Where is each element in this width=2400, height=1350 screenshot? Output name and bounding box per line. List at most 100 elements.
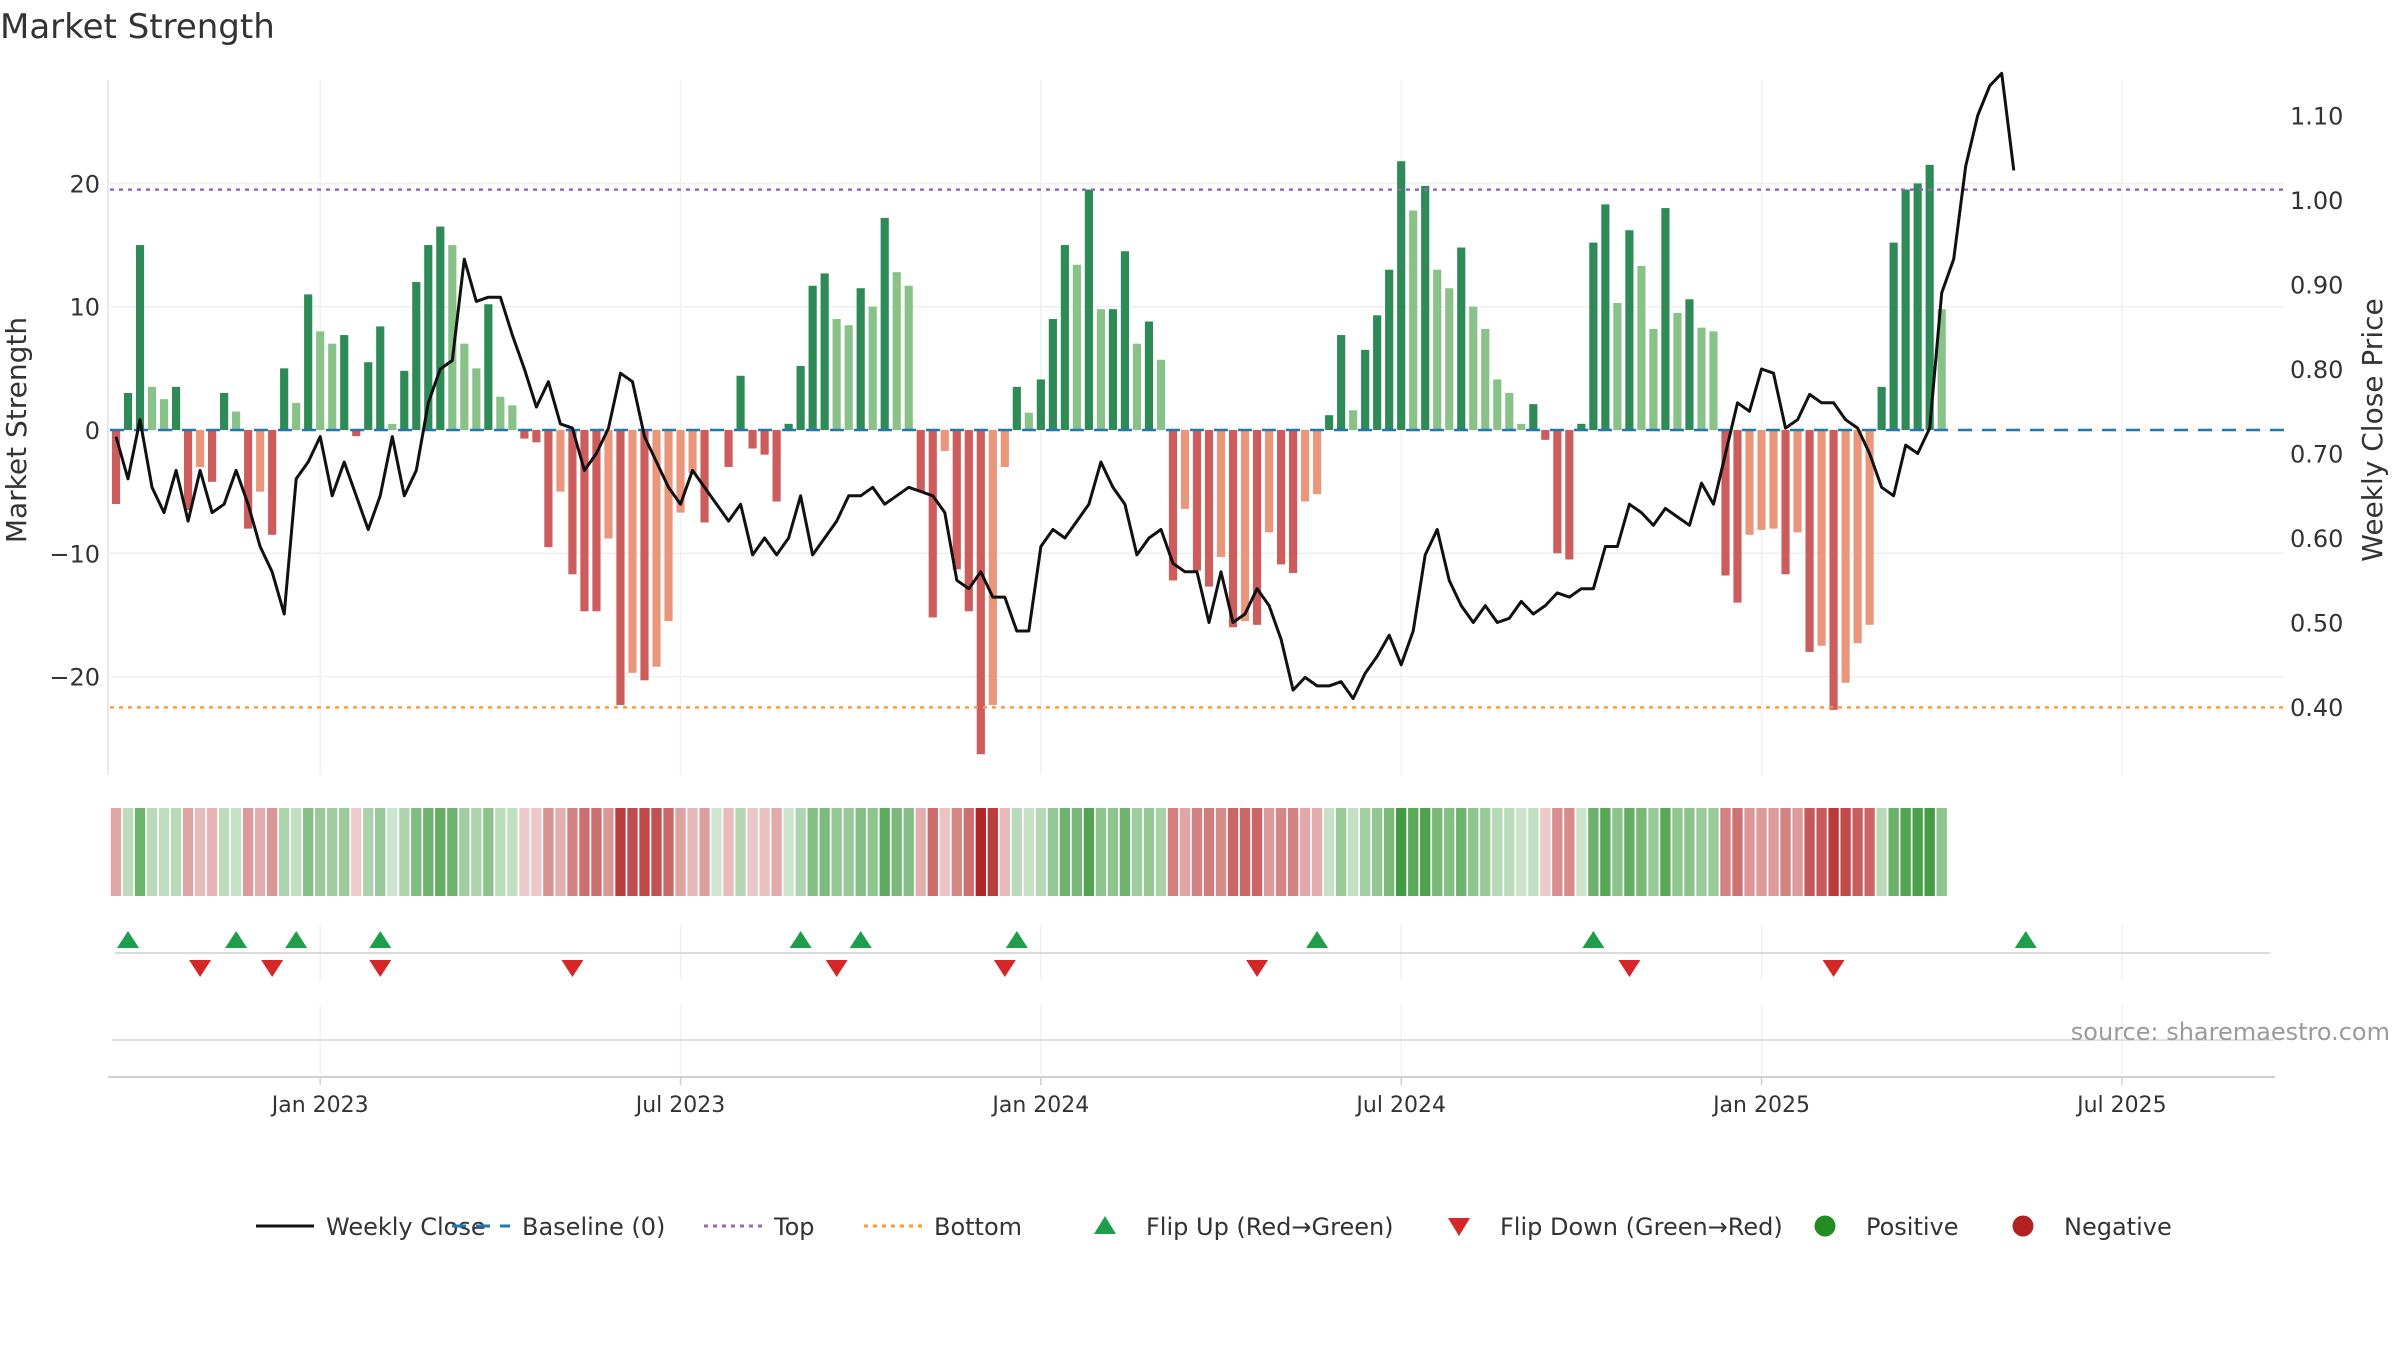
legend-swatch <box>1814 1215 1836 1237</box>
heat-cell <box>170 808 182 896</box>
strength-bar <box>1313 430 1322 495</box>
strength-bar <box>135 245 145 430</box>
heat-cell <box>1347 808 1359 896</box>
heat-cell <box>1311 808 1323 896</box>
flip-down-marker <box>189 960 212 977</box>
strength-bar <box>592 430 601 612</box>
strength-bar <box>244 430 253 529</box>
heat-cell <box>1287 808 1299 896</box>
grid-layer <box>110 80 2284 775</box>
heat-cell <box>435 808 446 896</box>
heat-cell <box>867 808 878 896</box>
strength-bar <box>1601 204 1610 430</box>
x-tick-label: Jan 2024 <box>990 1093 1089 1118</box>
heat-cell <box>747 808 758 896</box>
strength-bars <box>111 161 1946 755</box>
strength-bar <box>904 285 913 430</box>
strength-bar <box>1024 412 1033 430</box>
strength-bar <box>1685 299 1694 430</box>
heat-cell <box>1852 808 1863 896</box>
heat-cell <box>1432 808 1443 896</box>
heat-cell <box>1480 808 1491 896</box>
strength-bar <box>1613 303 1622 430</box>
heat-cell <box>1768 808 1779 896</box>
y-left-tick-label: 20 <box>69 170 100 198</box>
heat-cell <box>1179 808 1191 896</box>
strength-bar <box>556 430 565 492</box>
strength-bar <box>580 430 589 612</box>
strength-bar <box>1481 328 1490 430</box>
flip-up-marker <box>2014 931 2037 948</box>
strength-bar <box>183 430 193 511</box>
legend-label: Negative <box>2064 1213 2172 1241</box>
legend-item: Flip Down (Green→Red) <box>1448 1213 1783 1241</box>
heat-cell <box>182 808 194 896</box>
legend-item: Bottom <box>864 1213 1022 1241</box>
heat-cell <box>1504 808 1515 896</box>
heat-cell <box>519 808 530 896</box>
strength-bar <box>760 430 769 455</box>
flip-down-marker <box>561 960 584 977</box>
strength-bar <box>1925 164 1934 430</box>
strength-bar <box>1541 430 1550 440</box>
strength-bar <box>1553 430 1562 554</box>
heat-cell <box>1095 808 1107 896</box>
heat-cell <box>1744 808 1755 896</box>
heat-cell <box>230 808 242 896</box>
heat-cell <box>687 808 698 896</box>
heat-cell <box>1323 808 1335 896</box>
heat-cell <box>1420 808 1431 896</box>
legend-label: Flip Down (Green→Red) <box>1500 1213 1783 1241</box>
x-tick-label: Jul 2025 <box>2075 1093 2167 1118</box>
heat-cell <box>315 808 326 896</box>
y-right-tick-label: 1.10 <box>2290 103 2343 131</box>
heat-cell <box>1828 808 1839 896</box>
heat-cell <box>194 808 206 896</box>
strength-bar <box>1877 386 1886 430</box>
strength-bar <box>1000 430 1009 467</box>
strength-bar <box>268 430 277 535</box>
heat-cell <box>1528 808 1539 896</box>
strength-bar <box>520 430 529 439</box>
heat-cell <box>1552 808 1563 896</box>
strength-bar <box>1180 430 1190 509</box>
strength-bar <box>208 430 217 482</box>
heat-cell <box>1143 808 1155 896</box>
flip-down-marker <box>1246 960 1269 977</box>
heat-cell <box>1251 808 1263 896</box>
y-left-tick-label: 0 <box>85 417 100 445</box>
heat-cell <box>783 808 794 896</box>
strength-bar <box>832 319 841 430</box>
strength-bar <box>1385 269 1394 430</box>
strength-bar <box>1661 208 1670 430</box>
heat-cell <box>1372 808 1383 896</box>
heat-cell <box>1576 808 1587 896</box>
weekly-close-line <box>114 71 2016 701</box>
strength-bar <box>928 430 937 618</box>
strength-bar <box>724 430 733 467</box>
heat-cell <box>1900 808 1911 896</box>
legend-label: Baseline (0) <box>522 1213 665 1241</box>
heat-cell <box>1059 808 1071 896</box>
strength-bar <box>676 430 685 513</box>
strength-bar <box>736 375 745 430</box>
strength-bar <box>280 368 289 430</box>
strength-bar <box>1937 309 1946 430</box>
strength-bar <box>1709 331 1718 430</box>
heat-cell <box>1516 808 1527 896</box>
heat-cell <box>146 808 158 896</box>
heat-cell <box>1612 808 1623 896</box>
heat-cell <box>1756 808 1767 896</box>
heat-cell <box>1071 808 1083 896</box>
flip-up-marker <box>285 931 308 948</box>
strength-bar <box>976 430 985 755</box>
strength-bar <box>316 331 325 430</box>
heat-cell <box>531 808 542 896</box>
heat-cell <box>363 808 374 896</box>
strength-bar <box>1264 430 1274 533</box>
legend-item: Weekly Close <box>256 1213 486 1241</box>
strength-bar <box>376 326 385 430</box>
price-line-layer <box>114 71 2016 701</box>
heat-cell <box>795 808 806 896</box>
strength-bar <box>232 411 241 430</box>
